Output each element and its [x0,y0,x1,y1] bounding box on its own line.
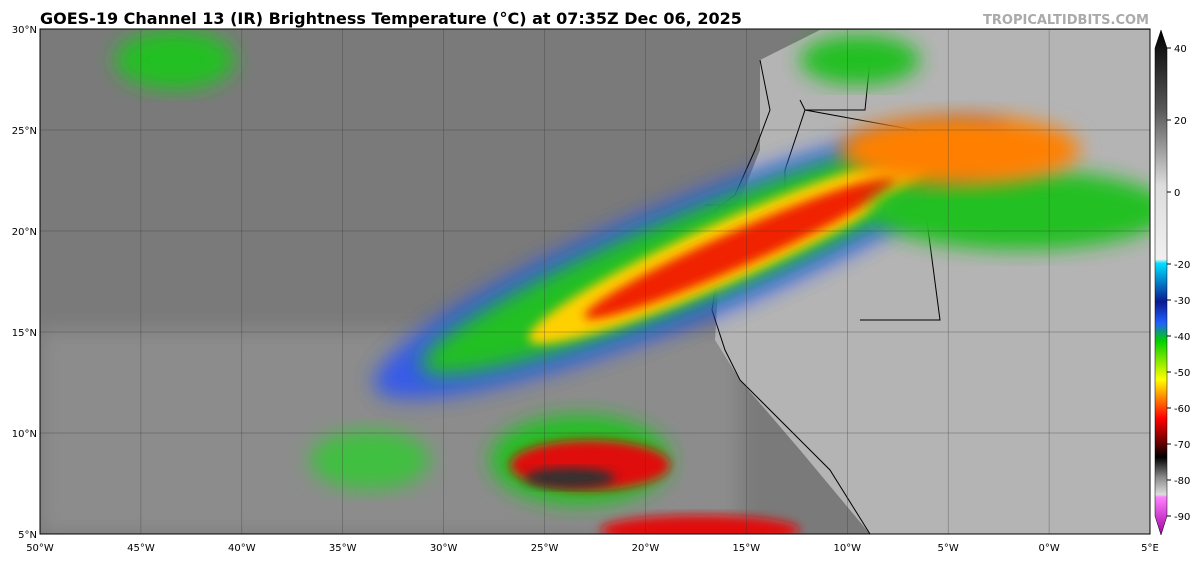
colorbar-tick-label: 0 [1174,188,1180,199]
colorbar-tick-label: -40 [1174,332,1190,343]
colorbar-tick-label: -30 [1174,296,1190,307]
lon-label: 5°E [1141,543,1159,554]
lon-label: 30°W [430,543,458,554]
colorbar: 40 20 0 -20 -30 -40 -50 -60 -70 -80 -90 [1154,29,1190,536]
lon-label: 40°W [228,543,256,554]
lat-label: 10°N [12,429,37,440]
satellite-image [40,29,1150,534]
lon-label: 5°W [938,543,959,554]
lon-label: 25°W [531,543,559,554]
lat-label: 20°N [12,227,37,238]
lat-label: 30°N [12,25,37,36]
lon-label: 35°W [329,543,357,554]
colorbar-tick-label: -70 [1174,440,1190,451]
lat-label: 5°N [18,530,37,541]
lon-label: 45°W [127,543,155,554]
colorbar-tick-label: -90 [1174,512,1190,523]
lat-label: 15°N [12,328,37,339]
colorbar-tick-label: -20 [1174,260,1190,271]
colorbar-tick-label: -50 [1174,368,1190,379]
lon-label: 0°W [1038,543,1059,554]
colorbar-tick-label: -80 [1174,476,1190,487]
lat-label: 25°N [12,126,37,137]
lon-label: 20°W [632,543,660,554]
lon-label: 10°W [833,543,861,554]
title: GOES-19 Channel 13 (IR) Brightness Tempe… [40,9,742,28]
colorbar-tick-label: 40 [1174,44,1187,55]
lon-label: 50°W [26,543,54,554]
colorbar-tick-label: 20 [1174,116,1187,127]
map-frame [39,28,1151,535]
lon-label: 15°W [733,543,761,554]
watermark: TROPICALTIDBITS.COM [983,13,1149,28]
colorbar-tick-label: -60 [1174,404,1190,415]
